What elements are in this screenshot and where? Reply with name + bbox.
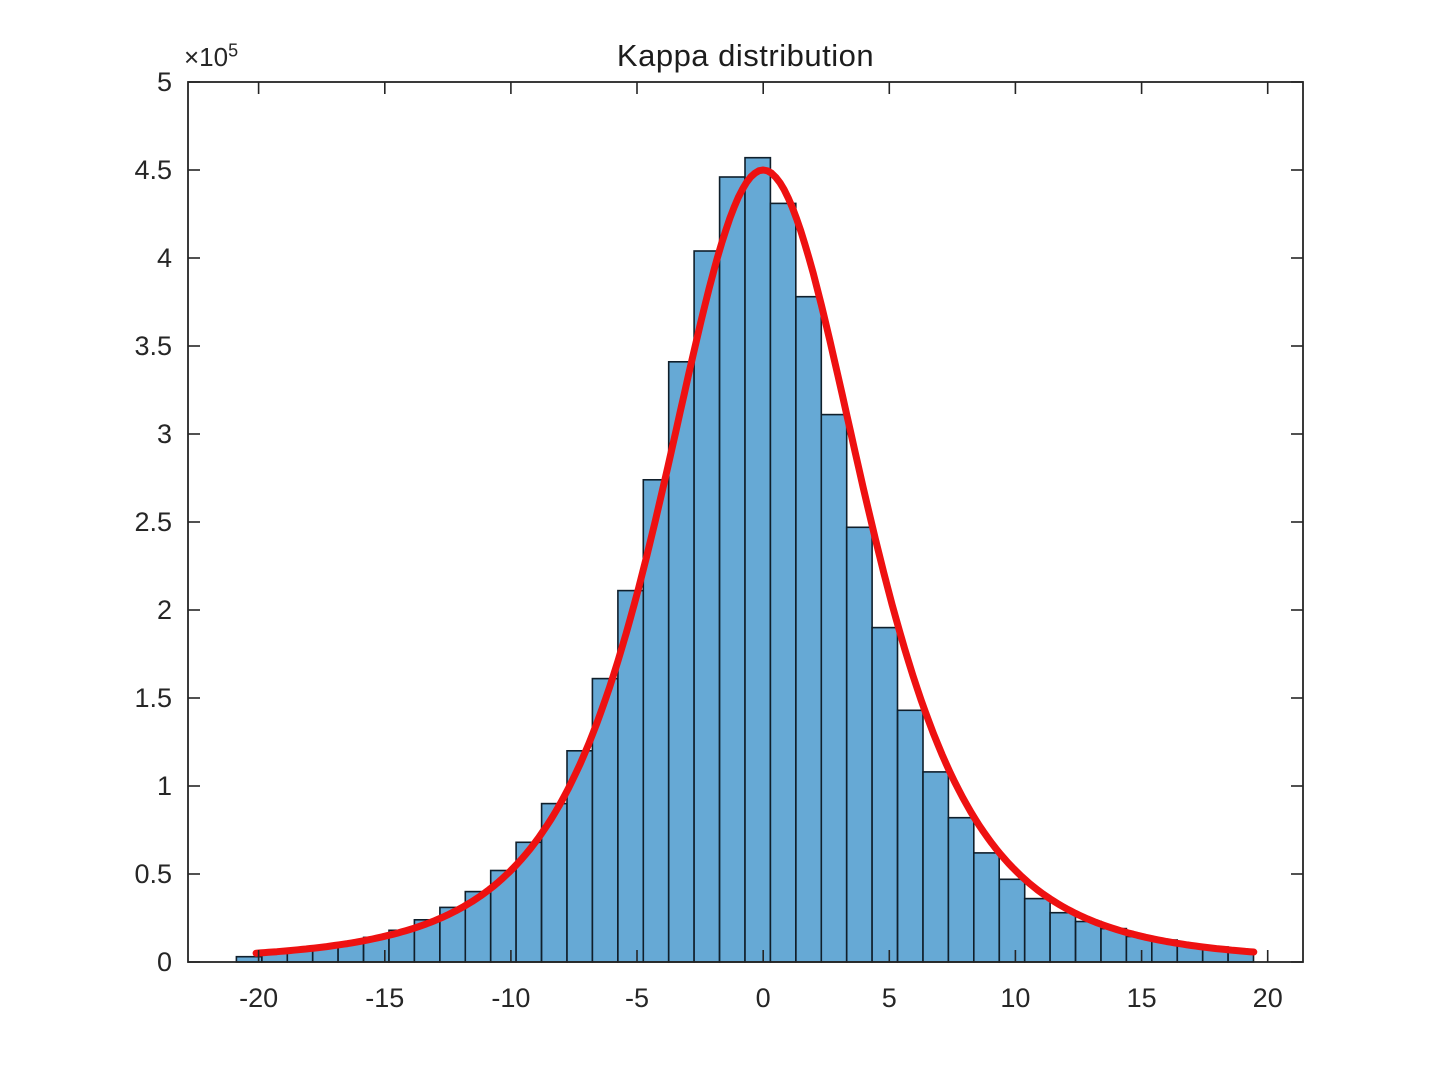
x-tick-label: 20 — [1253, 983, 1283, 1013]
y-axis-exponent-label: ×105 — [184, 40, 239, 73]
histogram-bar — [795, 295, 823, 963]
y-tick-label: 4.5 — [134, 155, 172, 185]
histogram-bar — [718, 176, 746, 963]
histogram-bar — [896, 709, 924, 963]
histogram-bar — [667, 360, 695, 963]
x-tick-label: 0 — [756, 983, 771, 1013]
x-tick-label: -20 — [239, 983, 278, 1013]
y-tick-label: 1.5 — [134, 683, 172, 713]
y-tick-label: 3 — [157, 419, 172, 449]
histogram-bar — [1049, 911, 1077, 963]
y-axis-exponent-sup: 5 — [228, 40, 239, 61]
y-tick-label: 5 — [157, 67, 172, 97]
histogram-bar — [1023, 897, 1051, 963]
x-tick-label: -10 — [491, 983, 530, 1013]
chart-title: Kappa distribution — [616, 38, 875, 73]
y-tick-label: 3.5 — [134, 331, 172, 361]
fit-curve — [252, 166, 1258, 957]
x-tick-label: 5 — [882, 983, 897, 1013]
y-tick-label: 0 — [157, 947, 172, 977]
histogram-bar — [820, 413, 848, 963]
histogram-bar — [1074, 920, 1102, 963]
y-tick-label: 2.5 — [134, 507, 172, 537]
histogram-bar — [744, 156, 772, 963]
histogram-bar — [998, 878, 1026, 963]
y-tick-label: 1 — [157, 771, 172, 801]
x-tick-label: 15 — [1127, 983, 1157, 1013]
histogram-bar — [845, 526, 873, 963]
histogram-bar — [871, 626, 899, 963]
y-tick-label: 0.5 — [134, 859, 172, 889]
histogram-bar — [947, 816, 975, 963]
x-tick-label: -15 — [365, 983, 404, 1013]
histogram-bar — [693, 250, 721, 963]
y-tick-label: 4 — [157, 243, 172, 273]
histogram-bar — [769, 202, 797, 963]
y-tick-label: 2 — [157, 595, 172, 625]
x-tick-label: 10 — [1000, 983, 1030, 1013]
y-axis-exponent-prefix: ×10 — [184, 42, 229, 72]
x-tick-label: -5 — [625, 983, 649, 1013]
histogram-bar — [972, 852, 1000, 963]
plot-frame — [187, 81, 1304, 963]
histogram-bar — [922, 771, 950, 963]
